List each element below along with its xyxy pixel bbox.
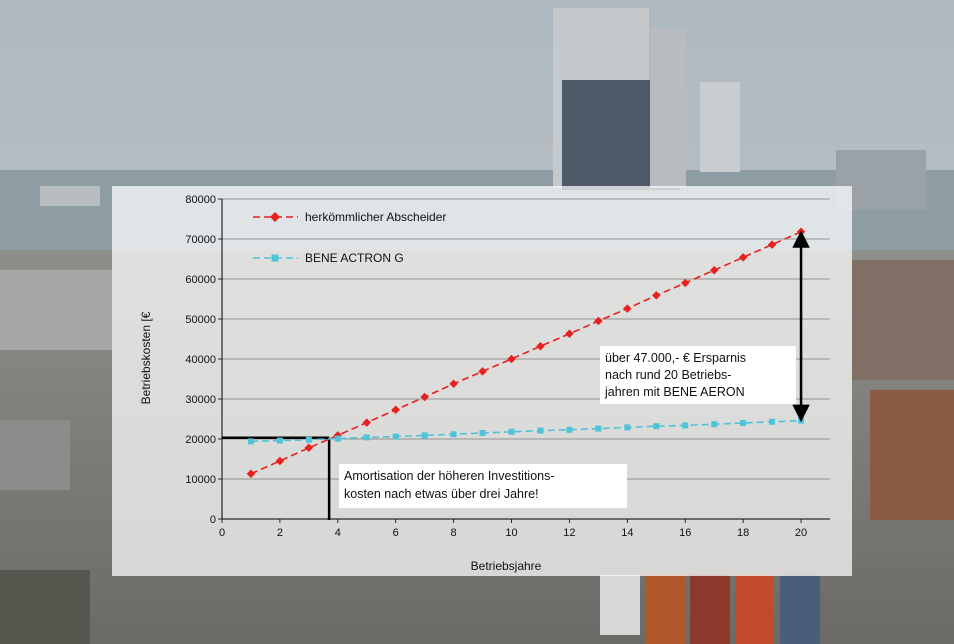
point-1-16 — [682, 422, 689, 429]
savings-annotation-box — [600, 346, 796, 404]
y-tick-label-20000: 20000 — [185, 434, 216, 446]
series-line-0 — [250, 231, 802, 475]
y-tick-label-30000: 30000 — [185, 394, 216, 406]
legend: herkömmlicher Abscheider BENE ACTRON G — [253, 210, 446, 265]
point-1-14 — [624, 424, 631, 431]
y-tick-label-50000: 50000 — [185, 314, 216, 326]
point-0-13 — [594, 316, 603, 326]
point-1-10 — [508, 428, 515, 435]
point-1-8 — [450, 431, 457, 438]
y-tick-label-70000: 70000 — [185, 234, 216, 246]
x-tick-label-2: 2 — [277, 527, 283, 539]
legend-label-herkoemmlicher: herkömmlicher Abscheider — [305, 210, 446, 224]
y-tick-labels: 0 10000 20000 30000 40000 50000 60000 70000 8000… — [185, 194, 216, 526]
legend-marker-bene-actron — [271, 254, 279, 262]
x-tick-label-10: 10 — [505, 527, 517, 539]
point-1-1 — [247, 438, 254, 445]
point-1-4 — [334, 435, 341, 442]
point-1-3 — [305, 436, 312, 443]
point-0-6 — [391, 405, 400, 415]
point-1-17 — [711, 421, 718, 428]
x-tick-labels: 0 2 4 6 8 10 12 14 16 18 20 — [219, 527, 807, 539]
point-0-9 — [478, 367, 487, 376]
savings-annotation-line-3: jahren mit BENE AERON — [604, 385, 745, 399]
y-tick-label-40000: 40000 — [185, 354, 216, 366]
point-0-19 — [767, 240, 777, 249]
amortisation-annotation: Amortisation der höheren Investitions- k… — [339, 464, 627, 508]
y-tick-label-60000: 60000 — [185, 274, 216, 286]
x-tick-label-6: 6 — [393, 527, 399, 539]
savings-annotation-line-2: nach rund 20 Betriebs- — [605, 368, 731, 382]
x-tick-label-16: 16 — [679, 527, 691, 539]
point-0-15 — [652, 291, 661, 300]
point-1-18 — [740, 420, 747, 426]
point-0-18 — [738, 253, 748, 262]
y-tick-label-10000: 10000 — [185, 474, 216, 486]
data-series — [246, 227, 806, 479]
y-tick-label-0: 0 — [210, 514, 216, 526]
x-tick-label-14: 14 — [621, 527, 633, 539]
point-1-2 — [276, 437, 283, 444]
x-tick-label-0: 0 — [219, 527, 225, 539]
point-1-11 — [537, 427, 544, 434]
point-0-10 — [507, 354, 516, 364]
savings-annotation: über 47.000,- € Ersparnis nach rund 20 B… — [600, 346, 796, 404]
legend-label-bene-actron: BENE ACTRON G — [305, 251, 404, 265]
point-1-12 — [566, 426, 573, 433]
x-tick-label-18: 18 — [737, 527, 749, 539]
amortisation-annotation-line-2: kosten nach etwas über drei Jahre! — [344, 487, 539, 501]
point-0-14 — [623, 304, 632, 313]
amortisation-annotation-box — [339, 464, 627, 508]
point-0-3 — [304, 443, 314, 453]
axes — [218, 198, 830, 523]
point-1-6 — [392, 433, 399, 440]
point-0-2 — [275, 456, 285, 466]
amortisation-annotation-line-1: Amortisation der höheren Investitions- — [344, 469, 555, 483]
x-tick-label-4: 4 — [335, 527, 341, 539]
x-tick-label-12: 12 — [563, 527, 575, 539]
point-1-19 — [769, 418, 776, 425]
series-line-1 — [250, 419, 802, 443]
savings-annotation-line-1: über 47.000,- € Ersparnis — [605, 351, 746, 365]
point-1-13 — [595, 425, 602, 432]
point-0-12 — [565, 329, 574, 339]
point-0-7 — [420, 392, 429, 402]
x-tick-label-20: 20 — [795, 527, 807, 539]
y-axis-label: Betriebskosten [€ — [139, 311, 153, 404]
point-1-9 — [479, 430, 486, 436]
x-axis-label: Betriebsjahre — [471, 559, 542, 573]
point-1-7 — [421, 432, 428, 439]
point-0-8 — [449, 379, 458, 389]
point-0-17 — [709, 265, 719, 275]
point-0-5 — [362, 418, 372, 427]
point-0-16 — [680, 278, 690, 288]
point-1-5 — [363, 434, 370, 441]
point-0-1 — [246, 469, 256, 479]
y-tick-label-80000: 80000 — [185, 194, 216, 206]
point-1-15 — [653, 423, 660, 430]
x-tick-label-8: 8 — [451, 527, 457, 539]
legend-marker-herkoemmlicher — [270, 212, 280, 222]
point-0-11 — [536, 341, 545, 351]
